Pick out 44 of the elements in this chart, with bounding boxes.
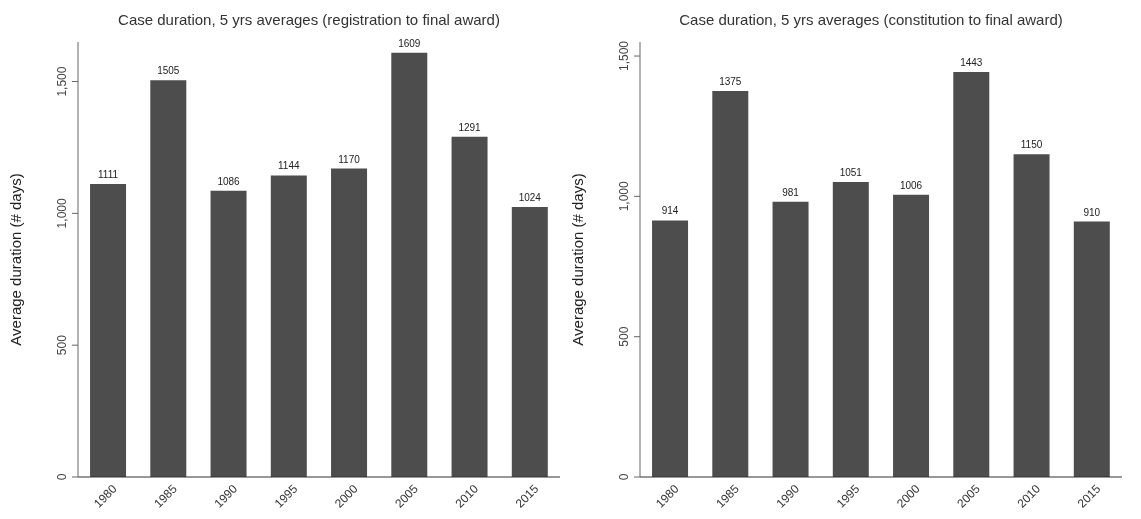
data-label: 1150	[1020, 139, 1043, 151]
y-axis-title: Average duration (# days)	[7, 173, 25, 346]
bar	[953, 72, 990, 477]
data-label: 1375	[719, 76, 742, 88]
bar	[772, 201, 809, 477]
bar	[210, 190, 247, 477]
data-label: 1144	[278, 160, 300, 172]
bar	[150, 80, 187, 477]
y-tick-label: 1,500	[55, 66, 69, 97]
y-tick-label: 1,000	[55, 198, 69, 229]
bar	[270, 175, 307, 477]
bar	[832, 182, 869, 477]
chart-title: Case duration, 5 yrs averages (registration to final award)	[117, 10, 501, 30]
bar	[90, 184, 127, 477]
y-tick-label: 1,500	[617, 40, 631, 72]
data-label: 1006	[899, 179, 923, 191]
data-label: 1086	[217, 175, 241, 187]
bar	[893, 194, 930, 477]
data-label: 1609	[398, 37, 421, 49]
y-tick-label: 0	[55, 473, 69, 481]
bar	[451, 136, 488, 477]
data-label: 1111	[98, 169, 119, 181]
bar	[391, 52, 428, 477]
data-label: 1051	[839, 167, 863, 179]
bar	[331, 168, 368, 477]
bar	[652, 220, 689, 477]
chart-title: Case duration, 5 yrs averages (constitution to final award)	[678, 10, 1064, 30]
bar	[511, 207, 548, 477]
bar	[1073, 221, 1110, 477]
bar	[1013, 154, 1050, 477]
data-label: 1505	[157, 65, 180, 77]
y-tick-label: 0	[617, 473, 631, 481]
data-label: 910	[1083, 206, 1101, 218]
y-tick-label: 500	[55, 334, 69, 356]
y-tick-label: 500	[617, 326, 631, 347]
data-label: 1443	[960, 57, 983, 69]
data-label: 914	[661, 205, 679, 217]
data-label: 981	[782, 186, 800, 198]
bar	[712, 91, 749, 477]
data-label: 1291	[458, 121, 482, 133]
data-label: 1024	[518, 192, 542, 204]
data-label: 1170	[338, 153, 361, 165]
y-axis-title: Average duration (# days)	[569, 173, 587, 346]
y-tick-label: 1,000	[617, 181, 631, 212]
